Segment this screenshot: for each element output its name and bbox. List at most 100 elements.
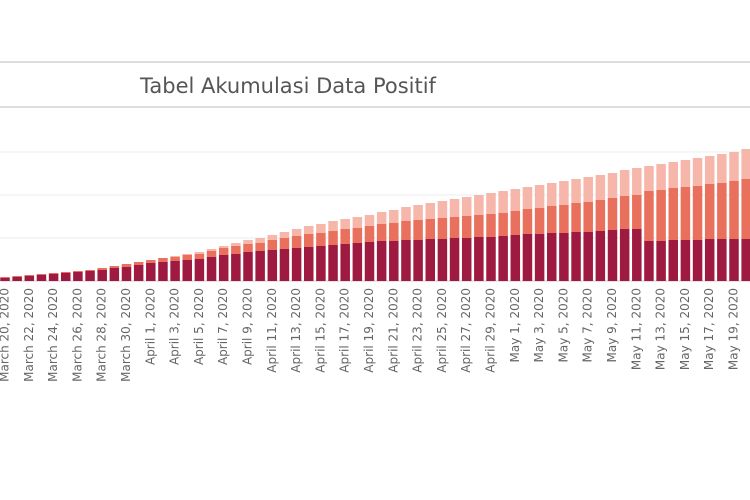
- bar-segment: [340, 229, 350, 244]
- bar-segment: [364, 242, 375, 281]
- bar-segment: [437, 201, 448, 218]
- x-tick-label: May 11, 2020: [629, 288, 643, 370]
- bar-segment: [231, 254, 241, 281]
- bar-segment: [304, 226, 314, 234]
- bar-segment: [194, 254, 205, 259]
- bar-segment: [498, 213, 508, 236]
- bar-segment: [267, 250, 278, 281]
- bar-segment: [0, 278, 10, 281]
- x-tick-label: April 1, 2020: [143, 288, 157, 365]
- bar-segment: [376, 212, 387, 224]
- bar-segment: [632, 229, 642, 281]
- bar-segment: [376, 224, 387, 241]
- bar-segment: [170, 256, 180, 257]
- bar-segment: [352, 228, 363, 243]
- bar-segment: [559, 205, 569, 233]
- bar-segment: [170, 261, 180, 281]
- bar-segment: [291, 229, 302, 236]
- bar-segment: [328, 245, 338, 281]
- bar-segment: [328, 231, 338, 245]
- bar-segment: [291, 236, 302, 248]
- bar-segment: [133, 265, 144, 281]
- bar-segment: [741, 179, 750, 239]
- bar-segment: [449, 199, 460, 217]
- bar-segment: [595, 200, 606, 231]
- bar-segment: [24, 275, 35, 276]
- bar-segment: [158, 258, 168, 262]
- bar-segment: [474, 215, 484, 237]
- bar-segment: [668, 188, 678, 240]
- bar-segment: [36, 274, 47, 275]
- bar-segment: [376, 241, 387, 281]
- bar-segment: [607, 198, 618, 230]
- bar-segment: [328, 221, 338, 231]
- bar-segment: [425, 203, 435, 219]
- bar-segment: [389, 241, 399, 281]
- bar-segment: [316, 246, 326, 281]
- bar-segment: [97, 268, 107, 270]
- x-tick-label: May 13, 2020: [654, 288, 668, 370]
- x-tick-label: April 25, 2020: [435, 288, 449, 373]
- x-tick-label: April 17, 2020: [338, 288, 352, 373]
- bar-segment: [146, 260, 156, 263]
- bar-segment: [255, 238, 265, 243]
- bar-segment: [498, 191, 508, 213]
- x-tick-label: March 26, 2020: [70, 288, 84, 382]
- bar-segment: [206, 249, 217, 251]
- bar-segment: [389, 210, 399, 223]
- bar-segment: [619, 196, 630, 229]
- bar-segment: [680, 160, 691, 187]
- bar-segment: [255, 251, 265, 281]
- bar-segment: [680, 240, 691, 281]
- bar-segment: [352, 243, 363, 281]
- x-tick-label: April 9, 2020: [241, 288, 255, 365]
- bar-segment: [401, 240, 411, 281]
- x-tick-label: May 7, 2020: [581, 288, 595, 362]
- bar-segment: [182, 260, 192, 281]
- bar-segment: [461, 238, 472, 281]
- bar-segment: [595, 231, 606, 281]
- bar-segment: [279, 232, 290, 238]
- bar-segment: [668, 162, 678, 188]
- x-tick-label: April 29, 2020: [484, 288, 498, 373]
- bar-segment: [12, 276, 22, 277]
- bar-segment: [36, 275, 47, 281]
- x-tick-label: April 23, 2020: [411, 288, 425, 373]
- bar-segment: [571, 179, 581, 203]
- bar-segment: [692, 186, 703, 240]
- bar-segment: [461, 197, 472, 216]
- bar-segment: [717, 183, 727, 239]
- bar-segment: [704, 184, 715, 239]
- bar-segment: [352, 217, 363, 228]
- bar-segment: [510, 189, 521, 211]
- bar-segment: [474, 237, 484, 281]
- bar-segment: [218, 255, 229, 281]
- bar-segment: [449, 238, 460, 281]
- bar-segment: [729, 152, 739, 181]
- bar-segment: [267, 240, 278, 250]
- bar-segment: [231, 246, 241, 254]
- bar-segment: [547, 233, 557, 281]
- bar-segment: [717, 154, 727, 183]
- bar-segment: [668, 240, 678, 281]
- bar-segment: [547, 183, 557, 206]
- bar-segment: [267, 235, 278, 240]
- bar-segment: [692, 158, 703, 186]
- bar-segment: [85, 271, 95, 281]
- bar-segment: [692, 240, 703, 281]
- bar-segment: [534, 234, 545, 281]
- bar-segment: [461, 216, 472, 238]
- x-tick-label: May 1, 2020: [508, 288, 522, 362]
- bar-segment: [534, 185, 545, 208]
- bar-segment: [413, 240, 423, 281]
- bar-segment: [522, 209, 533, 234]
- bar-segment: [182, 254, 192, 255]
- bar-segment: [316, 233, 326, 246]
- bar-segment: [583, 202, 593, 232]
- bar-segment: [73, 271, 83, 272]
- x-tick-label: April 5, 2020: [192, 288, 206, 365]
- bar-segment: [121, 264, 132, 267]
- bar-segment: [583, 232, 593, 281]
- bar-segment: [595, 175, 606, 200]
